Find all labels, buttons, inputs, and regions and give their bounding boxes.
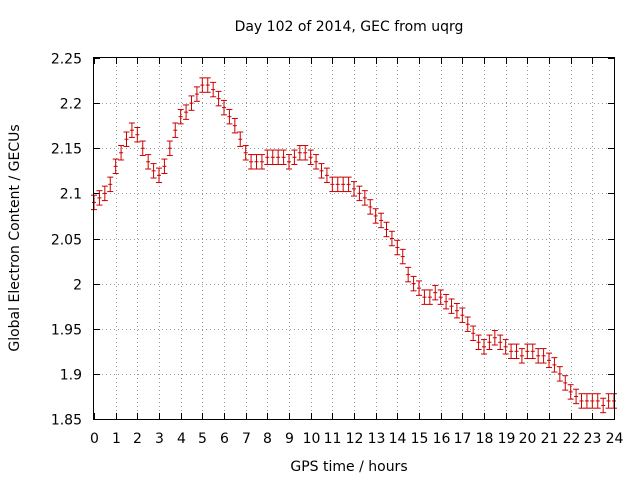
y-tick-label: 2.15 <box>51 142 82 158</box>
x-tick-label: 16 <box>433 431 451 447</box>
x-tick-label: 22 <box>563 431 581 447</box>
x-tick-label: 6 <box>220 431 229 447</box>
x-tick-label: 20 <box>519 431 537 447</box>
x-tick-label: 23 <box>584 431 602 447</box>
y-tick-label: 1.9 <box>60 368 82 384</box>
chart-title: Day 102 of 2014, GEC from uqrg <box>235 19 464 35</box>
y-tick-label: 2.1 <box>60 187 82 203</box>
x-tick-label: 21 <box>541 431 559 447</box>
x-tick-label: 15 <box>411 431 429 447</box>
x-tick-label: 19 <box>498 431 516 447</box>
x-tick-label: 14 <box>389 431 407 447</box>
x-tick-label: 2 <box>133 431 142 447</box>
y-tick-label: 1.95 <box>51 323 82 339</box>
y-tick-label: 2.2 <box>60 97 82 113</box>
x-tick-label: 9 <box>285 431 294 447</box>
y-axis-label: Global Electron Content / GECUs <box>7 124 23 351</box>
x-tick-label: 18 <box>476 431 494 447</box>
x-tick-label: 0 <box>90 431 99 447</box>
y-tick-label: 2.05 <box>51 233 82 249</box>
x-tick-label: 10 <box>303 431 321 447</box>
x-tick-label: 7 <box>242 431 251 447</box>
x-tick-label: 8 <box>263 431 272 447</box>
y-tick-label: 1.85 <box>51 413 82 429</box>
x-tick-label: 13 <box>368 431 386 447</box>
x-tick-label: 4 <box>177 431 186 447</box>
x-tick-label: 12 <box>346 431 364 447</box>
data-points <box>92 84 616 406</box>
y-tick-label: 2.25 <box>51 52 82 68</box>
x-axis-label: GPS time / hours <box>290 459 407 475</box>
plot-frame <box>93 57 615 420</box>
grid-lines <box>94 58 614 419</box>
x-tick-label: 1 <box>112 431 121 447</box>
x-tick-label: 24 <box>606 431 624 447</box>
x-tick-label: 11 <box>324 431 342 447</box>
y-axis-ticks: 1.85 1.9 1.95 2 2.05 2.1 2.15 2.2 2.25 <box>51 52 614 429</box>
x-tick-label: 3 <box>155 431 164 447</box>
x-tick-label: 17 <box>454 431 472 447</box>
x-tick-label: 5 <box>198 431 207 447</box>
y-tick-label: 2 <box>73 278 82 294</box>
x-axis-ticks: 0 1 2 3 4 5 6 7 8 9 10 11 12 13 14 15 16 17 18 19 20 21 22 23 24 <box>90 58 623 447</box>
